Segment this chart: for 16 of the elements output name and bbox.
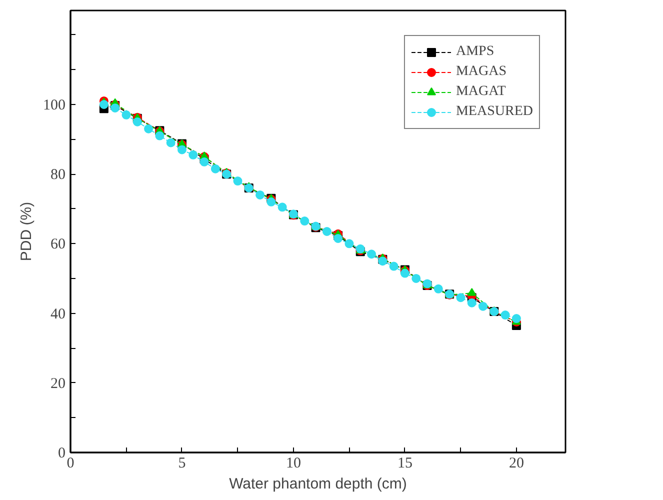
y-tick-label: 100 (43, 97, 66, 114)
y-tick-label: 20 (50, 376, 66, 392)
x-tick-label: 5 (178, 456, 186, 472)
x-tick-label: 10 (286, 456, 301, 472)
legend-label: MAGAT (456, 84, 506, 100)
legend-label: MEASURED (456, 104, 533, 120)
legend-label: AMPS (456, 44, 494, 60)
x-axis-title: Water phantom depth (cm) (229, 476, 407, 492)
legend-label: MAGAS (456, 64, 507, 80)
y-tick-label: 0 (58, 446, 66, 462)
y-axis-title: PDD (%) (18, 202, 35, 262)
y-tick-label: 60 (50, 236, 66, 253)
x-tick-label: 20 (508, 456, 524, 472)
y-tick-label: 40 (50, 306, 66, 322)
y-tick-label: 80 (50, 167, 66, 184)
x-tick-label: 15 (397, 456, 412, 472)
